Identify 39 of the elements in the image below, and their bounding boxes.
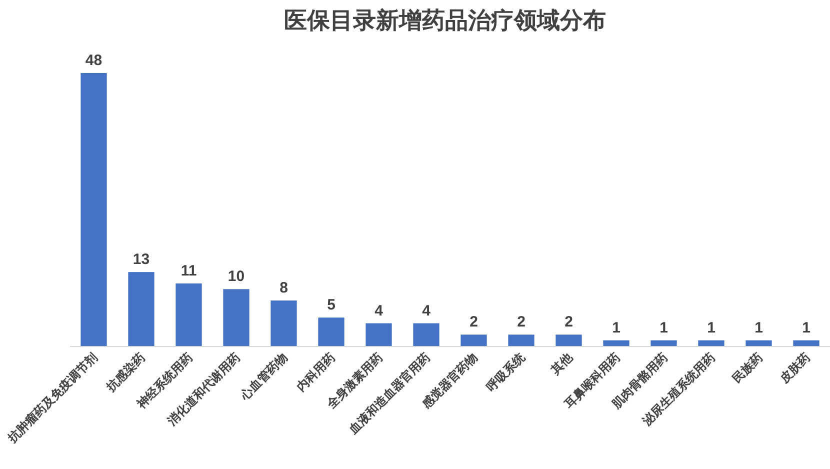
bar xyxy=(128,272,154,346)
bar xyxy=(366,323,392,346)
chart-title: 医保目录新增药品治疗领域分布 xyxy=(284,7,606,33)
bar xyxy=(508,334,534,346)
bar xyxy=(650,340,677,346)
data-label: 8 xyxy=(280,280,288,296)
data-label: 5 xyxy=(327,296,336,314)
bar xyxy=(556,334,582,346)
data-label: 10 xyxy=(228,268,245,286)
data-label: 1 xyxy=(612,319,620,336)
data-label: 1 xyxy=(660,319,668,336)
data-label: 11 xyxy=(180,262,197,280)
bar xyxy=(793,340,820,346)
data-label: 1 xyxy=(707,319,716,336)
data-label: 2 xyxy=(470,314,478,331)
data-label: 2 xyxy=(517,314,526,331)
bar xyxy=(80,73,107,346)
data-label: 48 xyxy=(85,52,102,69)
x-tick-label: 其他 xyxy=(547,350,576,378)
data-label: 4 xyxy=(374,302,384,320)
x-tick-label: 内科用药 xyxy=(294,350,338,394)
x-tick-label: 民族药 xyxy=(730,350,765,386)
data-label: 1 xyxy=(754,319,763,336)
data-label: 1 xyxy=(802,319,810,336)
bar xyxy=(270,300,297,346)
bar xyxy=(176,283,202,346)
x-tick-label: 呼吸系统 xyxy=(484,350,528,394)
data-label: 2 xyxy=(564,314,573,331)
bar xyxy=(603,340,630,346)
bar xyxy=(698,340,724,346)
data-label: 4 xyxy=(422,302,432,320)
x-tick-label: 抗肿瘤药及免疫调节剂 xyxy=(4,350,100,446)
bar xyxy=(223,289,250,346)
x-tick-label: 皮肤药 xyxy=(776,350,812,386)
bar xyxy=(746,340,772,346)
data-label: 13 xyxy=(132,251,150,268)
bar xyxy=(318,318,344,346)
bar xyxy=(413,323,440,346)
bar xyxy=(460,334,487,346)
